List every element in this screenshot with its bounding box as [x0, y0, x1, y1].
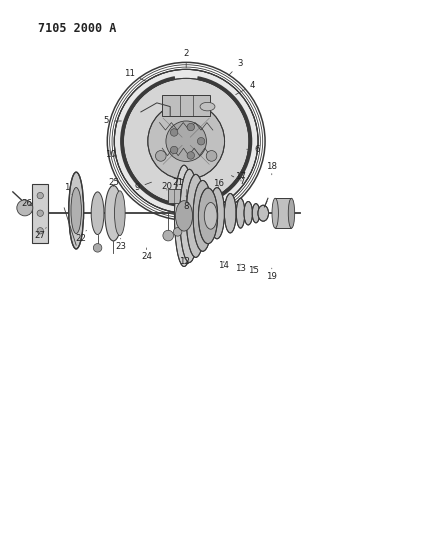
Ellipse shape: [224, 193, 236, 233]
Text: 24: 24: [141, 248, 152, 261]
Text: 11: 11: [124, 69, 146, 82]
Ellipse shape: [175, 201, 193, 231]
Text: 10: 10: [105, 150, 124, 159]
Text: 18: 18: [266, 162, 277, 175]
Ellipse shape: [199, 188, 217, 244]
Text: 7105 2000 A: 7105 2000 A: [38, 22, 116, 35]
Bar: [162, 95, 210, 116]
Circle shape: [123, 78, 249, 204]
Text: 5: 5: [104, 117, 122, 125]
Circle shape: [17, 200, 33, 216]
Circle shape: [148, 103, 225, 180]
Ellipse shape: [186, 174, 205, 257]
Circle shape: [173, 228, 182, 236]
Circle shape: [166, 121, 206, 161]
Text: 16: 16: [213, 180, 224, 188]
Text: 3: 3: [229, 60, 242, 75]
Circle shape: [170, 146, 178, 154]
Ellipse shape: [244, 201, 253, 225]
Ellipse shape: [210, 188, 224, 239]
Text: 6: 6: [247, 145, 259, 154]
Ellipse shape: [71, 188, 81, 233]
Text: 22: 22: [75, 230, 86, 243]
Text: 26: 26: [21, 199, 33, 208]
Text: 13: 13: [235, 264, 246, 272]
Circle shape: [170, 129, 178, 136]
Circle shape: [37, 210, 43, 216]
Circle shape: [93, 244, 102, 252]
Ellipse shape: [200, 102, 215, 111]
Text: 8: 8: [184, 196, 189, 211]
Text: 7: 7: [232, 175, 244, 185]
Text: 9: 9: [134, 182, 152, 192]
Text: 23: 23: [115, 238, 126, 251]
Ellipse shape: [272, 198, 278, 228]
Text: 12: 12: [178, 257, 190, 265]
Bar: [275, 198, 291, 228]
Ellipse shape: [180, 169, 199, 262]
Circle shape: [114, 69, 258, 213]
Ellipse shape: [114, 191, 125, 236]
Circle shape: [37, 228, 43, 234]
Bar: [32, 184, 48, 243]
Circle shape: [187, 123, 194, 131]
Text: 19: 19: [266, 268, 277, 280]
Ellipse shape: [105, 185, 122, 241]
Text: 4: 4: [236, 81, 255, 94]
Circle shape: [163, 230, 173, 241]
Bar: [167, 189, 205, 203]
Circle shape: [155, 151, 166, 161]
Ellipse shape: [69, 172, 83, 249]
Ellipse shape: [288, 198, 294, 228]
Text: 21: 21: [172, 178, 183, 187]
Ellipse shape: [204, 203, 217, 229]
Circle shape: [206, 151, 217, 161]
Text: 14: 14: [218, 261, 229, 270]
Text: 1: 1: [64, 183, 72, 195]
Ellipse shape: [175, 165, 193, 266]
Ellipse shape: [91, 192, 104, 235]
Circle shape: [197, 138, 205, 145]
Text: 20: 20: [161, 182, 172, 191]
Text: 15: 15: [248, 266, 259, 275]
Ellipse shape: [258, 205, 268, 221]
Text: 17: 17: [235, 173, 247, 181]
Text: 2: 2: [184, 49, 189, 68]
Text: 25: 25: [108, 178, 119, 187]
Text: 27: 27: [34, 228, 46, 240]
Circle shape: [187, 152, 194, 159]
Circle shape: [37, 192, 43, 199]
Ellipse shape: [236, 198, 245, 228]
Ellipse shape: [193, 180, 212, 252]
Ellipse shape: [252, 204, 260, 223]
